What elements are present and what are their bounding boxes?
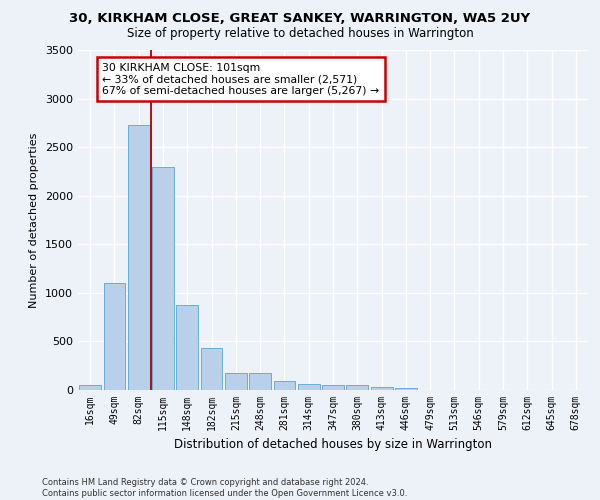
Text: 30 KIRKHAM CLOSE: 101sqm
← 33% of detached houses are smaller (2,571)
67% of sem: 30 KIRKHAM CLOSE: 101sqm ← 33% of detach… [102,62,379,96]
Bar [298,384,320,390]
Bar [249,374,271,390]
X-axis label: Distribution of detached houses by size in Warrington: Distribution of detached houses by size … [174,438,492,452]
Bar [274,381,295,390]
Bar [395,388,417,390]
Y-axis label: Number of detached properties: Number of detached properties [29,132,40,308]
Text: 30, KIRKHAM CLOSE, GREAT SANKEY, WARRINGTON, WA5 2UY: 30, KIRKHAM CLOSE, GREAT SANKEY, WARRING… [70,12,530,26]
Bar [322,385,344,390]
Bar [371,386,392,390]
Bar [346,385,368,390]
Bar [152,166,174,390]
Bar [225,374,247,390]
Bar [128,125,149,390]
Text: Contains HM Land Registry data © Crown copyright and database right 2024.
Contai: Contains HM Land Registry data © Crown c… [42,478,407,498]
Bar [176,304,198,390]
Text: Size of property relative to detached houses in Warrington: Size of property relative to detached ho… [127,28,473,40]
Bar [200,348,223,390]
Bar [79,385,101,390]
Bar [104,283,125,390]
